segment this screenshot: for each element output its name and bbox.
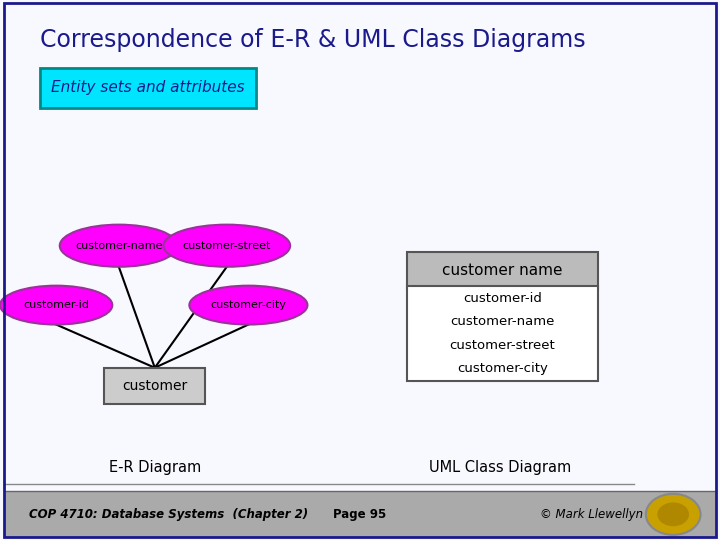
FancyBboxPatch shape [104,368,205,404]
Ellipse shape [189,286,307,325]
Text: customer-city: customer-city [456,362,548,375]
Text: customer-id: customer-id [463,292,541,305]
Text: Correspondence of E-R & UML Class Diagrams: Correspondence of E-R & UML Class Diagra… [40,29,585,52]
Text: Entity sets and attributes: Entity sets and attributes [51,80,244,95]
FancyBboxPatch shape [40,68,256,108]
Text: customer name: customer name [442,263,562,278]
Text: customer-city: customer-city [210,300,287,310]
Text: customer: customer [122,379,187,393]
Ellipse shape [60,225,178,267]
Text: Page 95: Page 95 [333,508,387,521]
Ellipse shape [163,225,290,267]
Ellipse shape [0,286,112,325]
Text: COP 4710: Database Systems  (Chapter 2): COP 4710: Database Systems (Chapter 2) [29,508,308,521]
FancyBboxPatch shape [407,286,598,381]
Text: E-R Diagram: E-R Diagram [109,460,201,475]
FancyBboxPatch shape [4,491,716,537]
Circle shape [646,494,701,535]
Circle shape [657,502,689,526]
Text: customer-name: customer-name [75,241,163,251]
Text: customer-name: customer-name [450,315,554,328]
Text: UML Class Diagram: UML Class Diagram [429,460,572,475]
Text: customer-street: customer-street [449,339,555,352]
Text: customer-street: customer-street [183,241,271,251]
FancyBboxPatch shape [407,252,598,289]
Text: © Mark Llewellyn: © Mark Llewellyn [540,508,643,521]
Text: customer-id: customer-id [23,300,89,310]
